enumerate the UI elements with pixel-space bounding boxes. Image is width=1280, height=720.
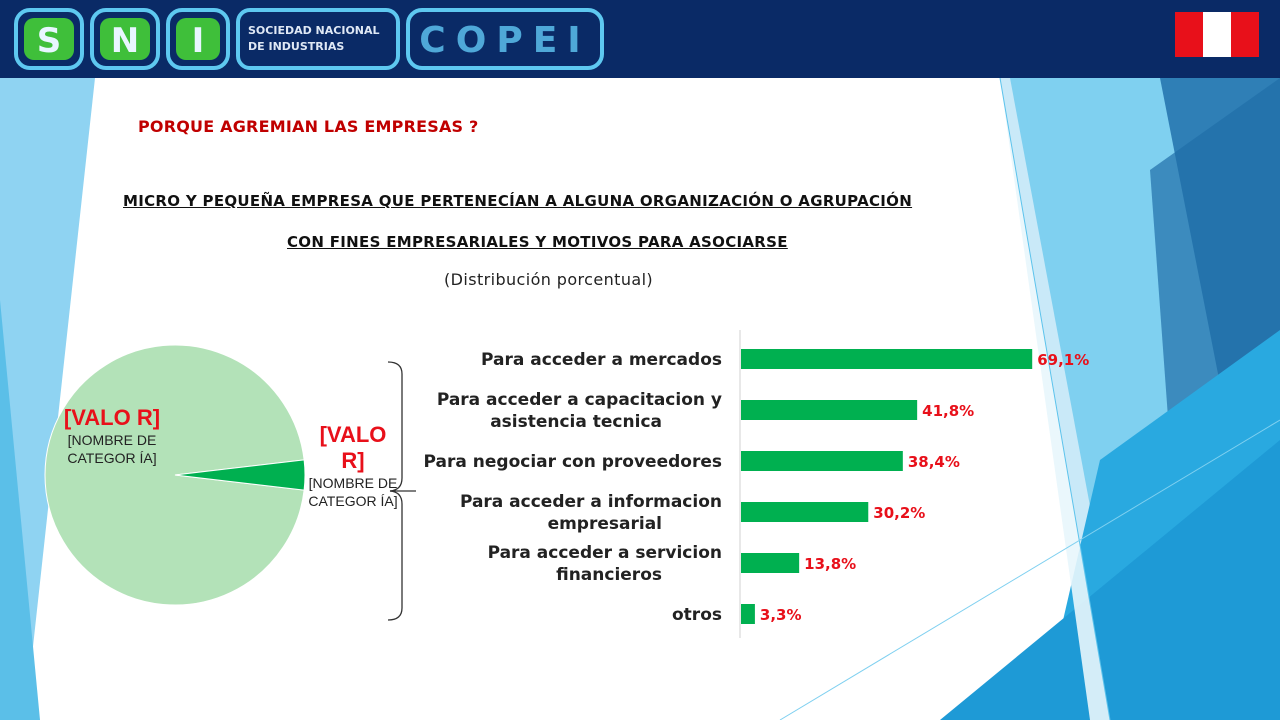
bar-chart: 69,1% Para acceder a mercados 41,8% Para ac… — [424, 330, 1089, 638]
bar — [741, 604, 755, 624]
bar-value-label: 38,4% — [908, 453, 960, 471]
bar — [741, 349, 1033, 369]
bar-category-label: Para acceder a mercados — [481, 350, 722, 370]
pie-slice — [174, 459, 306, 491]
bar-value-label: 3,3% — [760, 606, 802, 624]
logo-letter: N — [111, 21, 139, 61]
bar — [741, 451, 903, 471]
bar-category-label: Para acceder a informacion empresarial — [460, 492, 722, 534]
chart-subtitle: (Distribución porcentual) — [444, 270, 654, 289]
bar — [741, 502, 869, 522]
chart-subtitle: CON FINES EMPRESARIALES Y MOTIVOS PARA A… — [287, 233, 788, 251]
pie-slice — [44, 344, 305, 606]
bar-value-label: 30,2% — [873, 504, 925, 522]
logo-letter: S — [37, 21, 62, 61]
pie-label-main: [VALO R] [NOMBRE DE CATEGOR ÍA] — [62, 405, 162, 467]
bar-value-label: 13,8% — [804, 555, 856, 573]
bar-category-label: otros — [672, 605, 722, 625]
bar — [741, 553, 800, 573]
peru-flag — [1175, 12, 1259, 57]
logo-brand-text: COPEI — [419, 20, 590, 61]
bar-category-label: Para negociar con proveedores — [424, 452, 722, 472]
pie-value-label: [VALO R] — [319, 422, 387, 473]
pie-value-label: [VALO R] — [63, 405, 161, 430]
logo-tagline: DE INDUSTRIAS — [248, 40, 344, 53]
chart-subtitle: MICRO Y PEQUEÑA EMPRESA QUE PERTENECÍAN … — [123, 192, 913, 210]
page-title: PORQUE AGREMIAN LAS EMPRESAS ? — [138, 117, 479, 136]
pie-category-label: [NOMBRE DE CATEGOR ÍA] — [67, 432, 157, 466]
bar-value-label: 69,1% — [1037, 351, 1089, 369]
logo-letter: I — [192, 21, 205, 61]
bracket-connector — [387, 361, 416, 621]
logo-tagline: SOCIEDAD NACIONAL — [248, 24, 380, 37]
bar-category-label: Para acceder a servicion financieros — [488, 543, 722, 585]
bar-category-label: Para acceder a capacitacion y asistencia … — [437, 390, 722, 432]
pie-chart — [44, 344, 306, 606]
sni-copei-logo: S N I SOCIEDAD NACIONAL DE INDUSTRIAS CO… — [14, 8, 604, 70]
bar — [741, 400, 918, 420]
bar-value-label: 41,8% — [922, 402, 974, 420]
pie-category-label: [NOMBRE DE CATEGOR ÍA] — [308, 475, 398, 509]
pie-label-small: [VALO R] [NOMBRE DE CATEGOR ÍA] — [306, 422, 400, 510]
